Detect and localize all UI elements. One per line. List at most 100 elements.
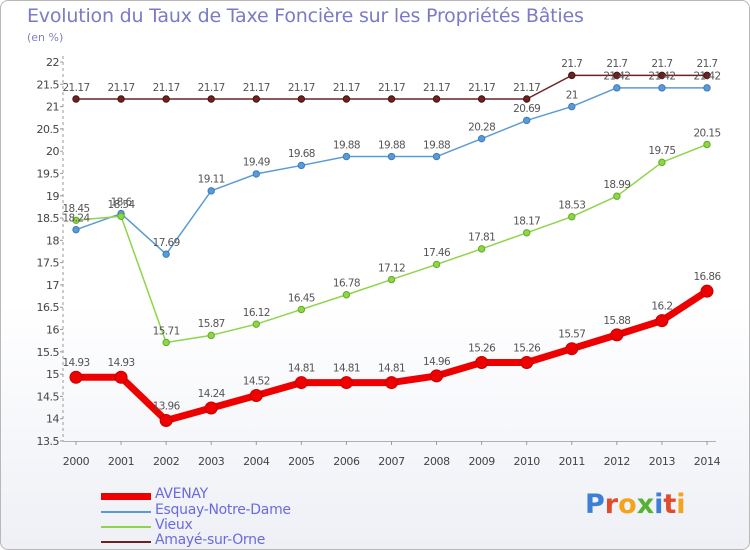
y-tick-label: 20: [46, 145, 59, 158]
data-label-avenay: 14.93: [62, 357, 89, 369]
data-point-amaye-sur-orne: [477, 95, 486, 103]
data-label-esquay-notre-dame: 18.24: [62, 212, 90, 224]
x-tick-label: 2009: [468, 455, 495, 468]
data-label-amaye-sur-orne: 21.17: [108, 82, 135, 94]
y-tick-label: 14: [46, 413, 59, 426]
data-point-vieux: [523, 229, 531, 237]
data-point-amaye-sur-orne: [613, 71, 621, 80]
data-label-vieux: 18.45: [62, 203, 89, 215]
data-label-vieux: 18.17: [513, 216, 540, 228]
y-tick-label: 18.5: [37, 212, 60, 225]
data-label-amaye-sur-orne: 21.17: [153, 82, 180, 94]
data-point-vieux: [477, 245, 486, 253]
data-point-amaye-sur-orne: [117, 95, 125, 103]
data-label-vieux: 15.71: [153, 325, 180, 337]
data-point-esquay-notre-dame: [162, 250, 170, 258]
data-label-esquay-notre-dame: 21.42: [603, 71, 630, 83]
data-point-amaye-sur-orne: [162, 95, 170, 103]
data-label-avenay: 13.96: [153, 400, 181, 412]
data-point-vieux: [387, 275, 396, 284]
logo-letter: o: [618, 489, 637, 520]
data-label-amaye-sur-orne: 21.7: [697, 58, 718, 70]
y-tick-label: 19: [46, 190, 59, 203]
data-label-vieux: 18.99: [603, 179, 630, 191]
data-label-avenay: 14.52: [243, 376, 270, 388]
data-point-esquay-notre-dame: [703, 84, 711, 92]
data-point-avenay: [159, 413, 173, 427]
data-point-avenay: [339, 376, 353, 390]
data-label-avenay: 15.57: [558, 329, 585, 341]
series-layer: [69, 71, 714, 427]
data-label-avenay: 14.96: [423, 356, 451, 368]
data-point-esquay-notre-dame: [387, 152, 396, 161]
data-point-avenay: [430, 369, 444, 383]
data-label-esquay-notre-dame: 20.69: [513, 103, 540, 115]
data-point-esquay-notre-dame: [432, 152, 441, 161]
logo-letter: t: [663, 489, 677, 520]
data-label-esquay-notre-dame: 21.42: [693, 71, 720, 83]
data-label-avenay: 15.88: [603, 315, 630, 327]
data-point-vieux: [207, 331, 215, 340]
data-point-amaye-sur-orne: [72, 95, 80, 103]
logo-letter: r: [604, 489, 619, 520]
x-tick-label: 2011: [559, 455, 585, 468]
legend-item-vieux[interactable]: Vieux: [101, 517, 361, 534]
data-label-esquay-notre-dame: 20.28: [468, 121, 495, 133]
data-point-avenay: [249, 389, 263, 403]
data-label-avenay: 15.26: [468, 343, 496, 355]
data-point-avenay: [610, 328, 624, 342]
y-tick-label: 14.5: [37, 390, 60, 403]
x-tick-label: 2013: [649, 455, 676, 468]
data-point-vieux: [703, 140, 711, 149]
data-point-amaye-sur-orne: [297, 95, 306, 103]
data-point-amaye-sur-orne: [568, 71, 576, 80]
data-point-vieux: [162, 338, 170, 347]
legend-item-avenay[interactable]: AVENAY: [101, 486, 361, 503]
data-label-esquay-notre-dame: 19.11: [198, 174, 225, 186]
data-point-avenay: [475, 356, 489, 370]
data-point-vieux: [658, 158, 666, 167]
data-point-avenay: [700, 284, 714, 298]
data-point-esquay-notre-dame: [72, 225, 80, 234]
data-point-vieux: [72, 216, 80, 224]
data-label-avenay: 14.81: [288, 363, 315, 375]
data-label-vieux: 17.81: [468, 232, 495, 244]
data-point-esquay-notre-dame: [658, 84, 666, 92]
data-label-avenay: 14.24: [198, 388, 226, 400]
data-point-esquay-notre-dame: [207, 187, 215, 195]
legend-item-amaye[interactable]: Amayé-sur-Orne: [101, 532, 361, 549]
data-point-avenay: [69, 370, 83, 384]
data-point-esquay-notre-dame: [342, 152, 351, 161]
data-point-esquay-notre-dame: [252, 170, 260, 178]
y-tick-label: 18: [46, 234, 59, 247]
data-point-esquay-notre-dame: [568, 102, 576, 111]
data-label-amaye-sur-orne: 21.7: [651, 58, 672, 70]
data-point-amaye-sur-orne: [703, 71, 711, 80]
data-label-esquay-notre-dame: 19.88: [333, 139, 360, 151]
data-label-esquay-notre-dame: 21.42: [648, 71, 675, 83]
y-tick-label: 16: [46, 324, 59, 337]
data-point-amaye-sur-orne: [432, 95, 441, 103]
data-label-amaye-sur-orne: 21.17: [513, 82, 540, 94]
data-point-avenay: [565, 342, 579, 356]
legend-swatch-amaye: [101, 541, 151, 543]
legend-swatch-esquay: [101, 511, 151, 513]
data-point-esquay-notre-dame: [297, 161, 306, 170]
y-tick-label: 20.5: [37, 123, 60, 136]
data-point-vieux: [568, 213, 576, 221]
y-tick-label: 21: [46, 101, 59, 114]
x-tick-label: 2008: [423, 455, 450, 468]
data-point-avenay: [655, 314, 669, 328]
legend-swatch-vieux: [101, 526, 151, 528]
logo-letter: i: [676, 489, 686, 520]
data-point-vieux: [252, 320, 260, 328]
data-label-amaye-sur-orne: 21.7: [561, 58, 582, 70]
data-label-avenay: 15.26: [513, 343, 541, 355]
data-label-amaye-sur-orne: 21.17: [243, 82, 270, 94]
data-label-esquay-notre-dame: 17.69: [153, 237, 180, 249]
legend-item-esquay[interactable]: Esquay-Notre-Dame: [101, 502, 361, 519]
data-label-amaye-sur-orne: 21.17: [62, 82, 89, 94]
data-label-avenay: 14.81: [333, 363, 360, 375]
x-tick-label: 2006: [333, 455, 360, 468]
